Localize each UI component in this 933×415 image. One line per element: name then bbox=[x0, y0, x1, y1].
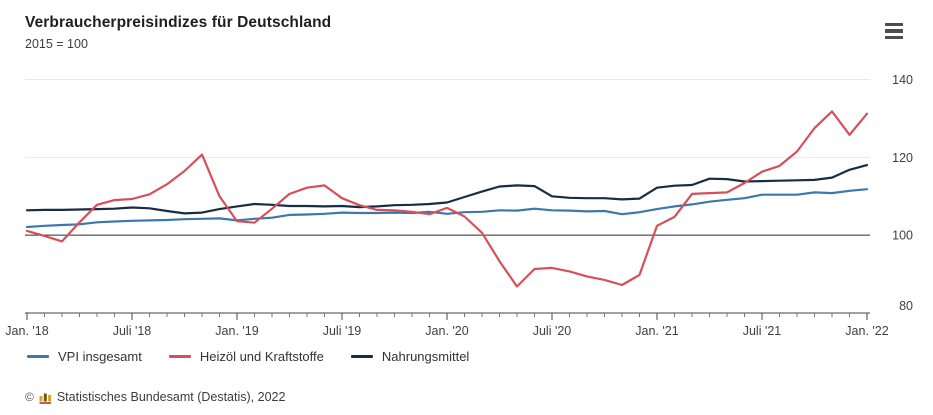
x-tick-label-juli-20: Juli '20 bbox=[533, 324, 572, 338]
hamburger-icon bbox=[885, 23, 903, 27]
series-line-vpi-insgesamt[interactable] bbox=[25, 188, 869, 229]
legend-label: Nahrungsmittel bbox=[381, 349, 470, 364]
series-line-nahrungsmittel[interactable] bbox=[25, 163, 869, 215]
x-tick-label-juli-18: Juli '18 bbox=[113, 324, 152, 338]
footer-source-text: Statistisches Bundesamt (Destatis), 2022 bbox=[56, 390, 286, 404]
legend-item-heizoel-und-kraftstoffe[interactable]: Heizöl und Kraftstoffe bbox=[168, 349, 324, 364]
legend-label: Heizöl und Kraftstoffe bbox=[199, 349, 324, 364]
legend-swatch-nahrung bbox=[350, 355, 373, 358]
series-line-heiz-l-und-kraftstoffe[interactable] bbox=[25, 110, 869, 288]
copyright-symbol: © bbox=[25, 390, 34, 404]
legend-swatch-heizoel bbox=[168, 355, 191, 358]
x-tick-label-jan-21: Jan. '21 bbox=[635, 324, 678, 338]
legend-item-nahrungsmittel[interactable]: Nahrungsmittel bbox=[350, 349, 470, 364]
legend-label: VPI insgesamt bbox=[58, 349, 142, 364]
x-tick-label-jan-18: Jan. '18 bbox=[5, 324, 48, 338]
y-tick-label-100: 100 bbox=[892, 229, 913, 243]
legend-swatch-vpi bbox=[27, 355, 49, 358]
hamburger-icon bbox=[885, 35, 903, 39]
x-tick-label-juli-19: Juli '19 bbox=[323, 324, 362, 338]
legend-item-vpi-insgesamt[interactable]: VPI insgesamt bbox=[27, 349, 142, 364]
x-tick-label-juli-21: Juli '21 bbox=[743, 324, 782, 338]
page-title: Verbraucherpreisindizes für Deutschland bbox=[25, 14, 332, 31]
hamburger-icon bbox=[885, 29, 903, 33]
x-tick-label-jan-22: Jan. '22 bbox=[845, 324, 888, 338]
y-tick-label-140: 140 bbox=[892, 73, 913, 87]
chart-header: Verbraucherpreisindizes für Deutschland … bbox=[25, 14, 331, 51]
price-index-line-chart: 80 100 120 140 Jan. '18 Juli '18 Jan. '19 Juli … bbox=[5, 73, 913, 338]
footer-source: © Statistisches Bundesamt (Destatis), 20… bbox=[25, 390, 285, 404]
x-tick-label-jan-19: Jan. '19 bbox=[215, 324, 258, 338]
destatis-logo-icon bbox=[39, 393, 51, 404]
menu-button[interactable] bbox=[885, 22, 905, 40]
x-tick-label-jan-20: Jan. '20 bbox=[425, 324, 468, 338]
chart-legend: VPI insgesamt Heizöl und Kraftstoffe Nah… bbox=[27, 349, 469, 364]
y-tick-label-80: 80 bbox=[899, 299, 913, 313]
chart-subtitle: 2015 = 100 bbox=[25, 37, 88, 51]
y-tick-label-120: 120 bbox=[892, 151, 913, 165]
